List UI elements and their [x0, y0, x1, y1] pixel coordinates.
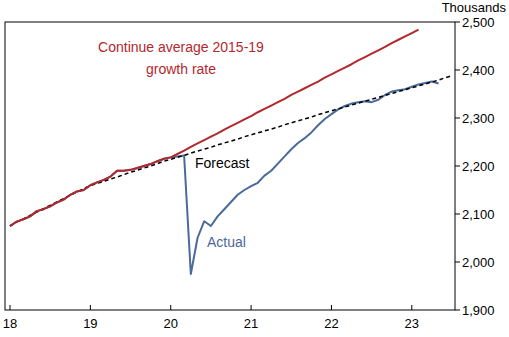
plot-frame [5, 22, 455, 310]
y-tick-label: 2,000 [462, 255, 495, 270]
y-tick-label: 2,500 [462, 15, 495, 30]
y-tick [455, 118, 460, 119]
chart: 1,900 2,000 2,100 2,200 2,300 2,400 2,500Thous… [0, 0, 509, 337]
x-tick-label: 23 [405, 316, 419, 331]
x-tick [251, 305, 252, 310]
y-tick-label: 2,200 [462, 159, 495, 174]
y-tick-label: 2,400 [462, 63, 495, 78]
y-tick [455, 214, 460, 215]
series-label: Actual [207, 234, 246, 250]
x-tick-label: 21 [244, 316, 258, 331]
x-tick-label: 20 [163, 316, 177, 331]
x-tick-label: 18 [3, 316, 17, 331]
x-tick [331, 305, 332, 310]
series-label: Continue average 2015-19growth rate [98, 39, 264, 77]
series-line [10, 30, 419, 226]
series-line [10, 82, 439, 274]
y-tick-label: 2,100 [462, 207, 495, 222]
y-tick [455, 262, 460, 263]
x-tick [411, 305, 412, 310]
y-tick [455, 70, 460, 71]
x-tick [10, 305, 11, 310]
series-line [10, 76, 452, 226]
y-tick [455, 22, 460, 23]
x-tick [90, 305, 91, 310]
y-tick-label: 1,900 [462, 303, 495, 318]
x-tick-label: 19 [83, 316, 97, 331]
x-tick-label: 22 [324, 316, 338, 331]
series-label: Forecast [195, 155, 250, 171]
plot-lines [10, 30, 452, 274]
y-tick [455, 310, 460, 311]
y-axis-label: Thousands [442, 0, 507, 15]
y-tick-label: 2,300 [462, 111, 495, 126]
y-tick [455, 166, 460, 167]
x-tick [170, 305, 171, 310]
